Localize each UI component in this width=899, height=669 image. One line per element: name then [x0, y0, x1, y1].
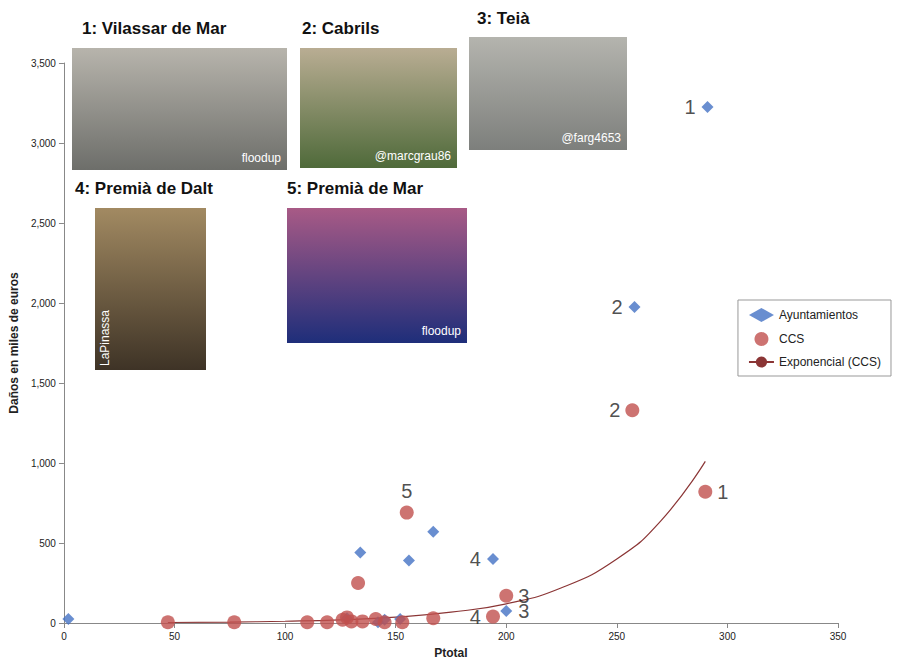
- svg-text:200: 200: [498, 631, 515, 642]
- svg-text:350: 350: [830, 631, 847, 642]
- svg-text:2: Cabrils: 2: Cabrils: [302, 19, 379, 38]
- svg-text:2,500: 2,500: [31, 218, 56, 229]
- svg-text:floodup: floodup: [422, 324, 462, 338]
- svg-text:250: 250: [608, 631, 625, 642]
- svg-text:0: 0: [61, 631, 67, 642]
- svg-text:3: Teià: 3: Teià: [477, 9, 530, 28]
- svg-text:3: 3: [518, 600, 529, 622]
- svg-text:3,500: 3,500: [31, 58, 56, 69]
- svg-text:Ptotal: Ptotal: [434, 646, 467, 660]
- svg-text:CCS: CCS: [779, 332, 804, 346]
- svg-text:500: 500: [39, 538, 56, 549]
- svg-text:300: 300: [719, 631, 736, 642]
- svg-text:Ayuntamientos: Ayuntamientos: [779, 308, 858, 322]
- svg-text:1: 1: [684, 96, 695, 118]
- svg-text:Exponencial (CCS): Exponencial (CCS): [779, 355, 881, 369]
- svg-text:@marcgrau86: @marcgrau86: [375, 149, 452, 163]
- svg-text:Daños en miles de euros: Daños en miles de euros: [7, 272, 21, 414]
- svg-text:1: Vilassar de Mar: 1: Vilassar de Mar: [82, 19, 227, 38]
- svg-text:LaPinassa: LaPinassa: [98, 310, 112, 366]
- svg-text:2,000: 2,000: [31, 298, 56, 309]
- svg-text:150: 150: [387, 631, 404, 642]
- svg-text:100: 100: [277, 631, 294, 642]
- svg-text:2: 2: [611, 296, 622, 318]
- svg-text:5: 5: [401, 480, 412, 502]
- svg-text:@farg4653: @farg4653: [561, 131, 621, 145]
- svg-text:50: 50: [169, 631, 181, 642]
- svg-text:4: 4: [470, 548, 481, 570]
- svg-text:4: Premià de Dalt: 4: Premià de Dalt: [75, 179, 213, 198]
- svg-text:5: Premià de Mar: 5: Premià de Mar: [287, 179, 423, 198]
- svg-text:4: 4: [470, 606, 481, 628]
- svg-text:3,000: 3,000: [31, 138, 56, 149]
- svg-text:3: 3: [518, 584, 530, 607]
- svg-text:0: 0: [50, 618, 56, 629]
- svg-text:2: 2: [609, 399, 620, 421]
- svg-text:floodup: floodup: [242, 151, 282, 165]
- svg-text:1,500: 1,500: [31, 378, 56, 389]
- svg-text:1,000: 1,000: [31, 458, 56, 469]
- svg-text:1: 1: [717, 481, 728, 503]
